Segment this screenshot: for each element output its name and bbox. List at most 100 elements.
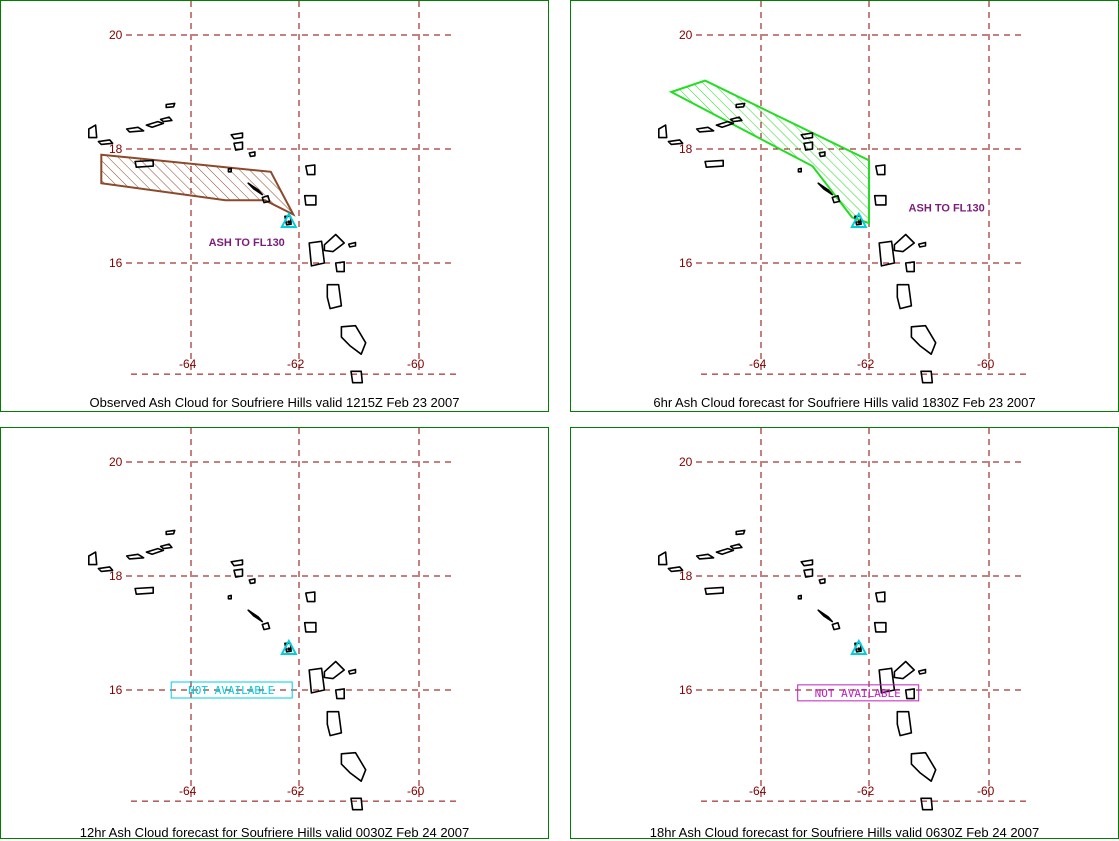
- lon-tick-label: -60: [977, 784, 995, 798]
- island-st-kitts: [817, 182, 834, 196]
- caption-fcst6: 6hr Ash Cloud forecast for Soufriere Hil…: [653, 395, 1036, 410]
- lat-tick-label: 16: [109, 256, 123, 270]
- island-guadeloupe-w: [878, 240, 896, 267]
- island-saba: [797, 594, 802, 600]
- island-la-desirade: [917, 241, 927, 248]
- map-observed: 20 18 16 -64 -62 -60 ASH TO FL130: [88, 1, 456, 384]
- map-fcst6: 20 18 16 -64 -62 -60 ASH TO FL130: [658, 1, 1026, 384]
- island-vieques: [97, 566, 114, 573]
- island-st-lucia: [350, 797, 364, 811]
- island-virgin-islands-2: [145, 547, 165, 556]
- island-martinique: [340, 324, 367, 356]
- island-st-barts: [818, 151, 826, 158]
- island-martinique: [340, 751, 367, 783]
- panel-fcst12: 20 18 16 -64 -62 -60 NOT AVAILABLE 12hr Ash Cl…: [0, 427, 549, 840]
- lat-tick-label: 16: [679, 256, 693, 270]
- island-guadeloupe-e: [893, 233, 916, 253]
- island-st-martin: [233, 141, 244, 151]
- island-virgin-islands-2: [715, 547, 735, 556]
- island-martinique: [910, 324, 937, 356]
- island-guadeloupe-e: [323, 660, 346, 680]
- island-antigua: [303, 194, 317, 206]
- lon-tick-label: -60: [407, 784, 425, 798]
- lat-tick-label: 16: [679, 683, 693, 697]
- lat-tick-label: 20: [679, 28, 693, 42]
- island-marie-galante: [904, 688, 916, 700]
- island-la-desirade: [917, 668, 927, 675]
- island-virgin-islands-3: [159, 543, 173, 550]
- island-la-desirade: [347, 668, 357, 675]
- island-dominica: [896, 710, 913, 737]
- not-available-box: NOT AVAILABLE: [797, 684, 920, 702]
- panel-fcst6: 20 18 16 -64 -62 -60 ASH TO FL130 6hr Ash Clou…: [570, 0, 1119, 412]
- island-st-lucia: [350, 370, 364, 384]
- island-barbuda: [874, 591, 886, 603]
- lat-tick-label: 18: [679, 142, 693, 156]
- grid-lines: [126, 428, 456, 802]
- island-virgin-islands-3: [159, 116, 173, 123]
- island-barbuda: [874, 164, 886, 176]
- lon-tick-label: -62: [857, 784, 875, 798]
- island-nevis: [261, 621, 271, 631]
- island-st-barts: [818, 578, 826, 585]
- panel-observed: 20 18 16 -64 -62 -60 ASH TO FL130 Observed Ash…: [0, 0, 549, 412]
- caption-fcst12: 12hr Ash Cloud forecast for Soufriere Hi…: [79, 825, 470, 840]
- grid-lines: [696, 428, 1026, 802]
- island-anegada: [735, 102, 746, 109]
- island-st-kitts: [247, 609, 264, 623]
- island-st-croix: [704, 586, 724, 595]
- island-dominica: [896, 283, 913, 310]
- island-puerto-rico-east: [88, 124, 98, 139]
- lat-tick-label: 18: [109, 569, 123, 583]
- island-saba: [227, 167, 232, 173]
- map-fcst12: 20 18 16 -64 -62 -60 NOT AVAILABLE: [88, 428, 456, 811]
- island-vieques: [667, 566, 684, 573]
- island-virgin-islands-2: [715, 120, 735, 129]
- island-marie-galante: [334, 688, 346, 700]
- island-saba: [797, 167, 802, 173]
- island-marie-galante: [904, 261, 916, 273]
- island-la-desirade: [347, 241, 357, 248]
- island-virgin-islands-3: [729, 116, 743, 123]
- island-st-martin: [803, 568, 814, 578]
- ash-level-label: ASH TO FL130: [909, 203, 985, 215]
- island-dominica: [326, 283, 343, 310]
- island-nevis: [831, 194, 841, 204]
- island-st-kitts: [247, 182, 264, 196]
- island-nevis: [261, 194, 271, 204]
- island-guadeloupe-e: [893, 660, 916, 680]
- lon-tick-label: -64: [179, 784, 197, 798]
- island-st-martin: [233, 568, 244, 578]
- triangle-volcano-icon: [280, 638, 298, 655]
- island-guadeloupe-w: [308, 667, 326, 694]
- island-guadeloupe-w: [308, 240, 326, 267]
- island-st-kitts: [817, 609, 834, 623]
- island-virgin-islands-1: [125, 126, 145, 133]
- island-barbuda: [304, 164, 316, 176]
- coastlines: [88, 102, 367, 384]
- lon-tick-label: -62: [287, 357, 305, 371]
- island-st-croix: [134, 586, 154, 595]
- island-st-barts: [248, 578, 256, 585]
- lon-tick-label: -64: [749, 784, 767, 798]
- coastlines: [658, 102, 937, 384]
- island-st-martin: [803, 141, 814, 151]
- triangle-volcano-icon: [850, 638, 868, 655]
- ash-cloud-polygon: [100, 153, 296, 217]
- island-guadeloupe-e: [323, 233, 346, 253]
- caption-fcst18: 18hr Ash Cloud forecast for Soufriere Hi…: [649, 825, 1040, 840]
- lat-tick-label: 18: [109, 142, 123, 156]
- island-martinique: [910, 751, 937, 783]
- lon-tick-label: -62: [287, 784, 305, 798]
- triangle-volcano-icon: [280, 211, 298, 228]
- island-vieques: [97, 139, 114, 146]
- island-virgin-islands-1: [125, 553, 145, 560]
- island-antigua: [873, 621, 887, 633]
- island-guadeloupe-w: [878, 667, 896, 694]
- lat-tick-label: 20: [679, 455, 693, 469]
- island-st-lucia: [920, 797, 934, 811]
- island-st-croix: [704, 159, 724, 168]
- island-st-barts: [248, 151, 256, 158]
- island-anguilla: [800, 559, 814, 567]
- island-dominica: [326, 710, 343, 737]
